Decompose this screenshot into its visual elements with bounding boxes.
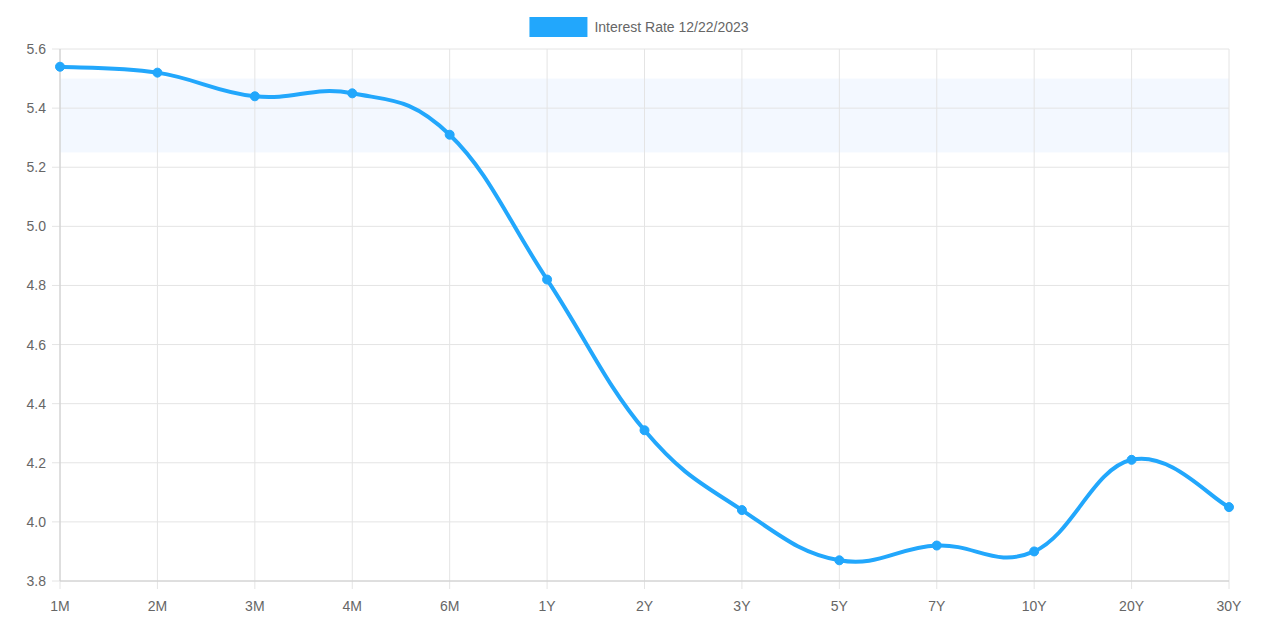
x-grid-line [60, 49, 61, 589]
data-point[interactable] [640, 426, 649, 435]
x-tick-label: 1M [50, 598, 69, 614]
data-point[interactable] [932, 541, 941, 550]
y-grid-line [52, 167, 1229, 168]
x-grid-line [936, 49, 937, 589]
legend: Interest Rate 12/22/2023 [529, 17, 748, 37]
data-point[interactable] [1030, 547, 1039, 556]
y-tick-label: 4.0 [27, 514, 47, 530]
x-tick-label: 7Y [928, 598, 946, 614]
y-tick-label: 5.4 [27, 100, 47, 116]
x-tick-label: 3M [245, 598, 264, 614]
x-tick-label: 10Y [1022, 598, 1048, 614]
legend-label[interactable]: Interest Rate 12/22/2023 [594, 19, 748, 35]
data-point[interactable] [348, 89, 357, 98]
data-point[interactable] [737, 506, 746, 515]
data-point[interactable] [1225, 503, 1234, 512]
y-tick-label: 4.2 [27, 455, 47, 471]
x-grid-line [839, 49, 840, 589]
y-tick-label: 5.6 [27, 41, 47, 57]
y-grid-line [52, 344, 1229, 345]
x-grid-line [254, 49, 255, 589]
data-point[interactable] [1127, 455, 1136, 464]
legend-swatch[interactable] [529, 17, 587, 37]
y-tick-label: 5.2 [27, 159, 47, 175]
chart-svg: 3.8 4.0 4.2 4.4 4.6 4.8 5.0 5.2 5.4 5.6 1M 2M 3M 4M 6M… [0, 0, 1278, 636]
data-point[interactable] [153, 68, 162, 77]
x-tick-label: 2M [148, 598, 167, 614]
x-grid-line [1034, 49, 1035, 589]
y-tick-label: 5.0 [27, 218, 47, 234]
series-line [60, 67, 1229, 562]
x-grid-line [352, 49, 353, 589]
data-point[interactable] [250, 92, 259, 101]
x-axis-line [60, 581, 1229, 582]
y-tick-label: 4.6 [27, 337, 47, 353]
y-tick-label: 4.4 [27, 396, 47, 412]
y-grid-line [52, 462, 1229, 463]
data-point[interactable] [543, 275, 552, 284]
x-tick-label: 2Y [636, 598, 654, 614]
x-grid-line [1131, 49, 1132, 589]
y-grid-line [52, 403, 1229, 404]
data-point[interactable] [56, 62, 65, 71]
y-grid-line [52, 521, 1229, 522]
x-grid-line [644, 49, 645, 589]
x-tick-label: 4M [343, 598, 362, 614]
x-tick-label: 20Y [1119, 598, 1145, 614]
x-grid-line [547, 49, 548, 589]
data-point[interactable] [835, 556, 844, 565]
y-grid-line [52, 581, 1229, 582]
x-grid-line [157, 49, 158, 589]
y-tick-label: 4.8 [27, 277, 47, 293]
x-tick-label: 5Y [831, 598, 849, 614]
data-point[interactable] [445, 130, 454, 139]
x-tick-label: 3Y [733, 598, 751, 614]
y-tick-label: 3.8 [27, 573, 47, 589]
chart-container: 3.8 4.0 4.2 4.4 4.6 4.8 5.0 5.2 5.4 5.6 1M 2M 3M 4M 6M… [0, 0, 1278, 636]
y-grid-line [52, 108, 1229, 109]
y-grid-line [52, 285, 1229, 286]
x-tick-label: 30Y [1217, 598, 1243, 614]
x-tick-label: 6M [440, 598, 459, 614]
x-tick-label: 1Y [539, 598, 557, 614]
plot-area [56, 62, 1234, 565]
y-grid-line [52, 49, 1229, 50]
y-grid-line [52, 226, 1229, 227]
y-axis-line [60, 49, 61, 581]
